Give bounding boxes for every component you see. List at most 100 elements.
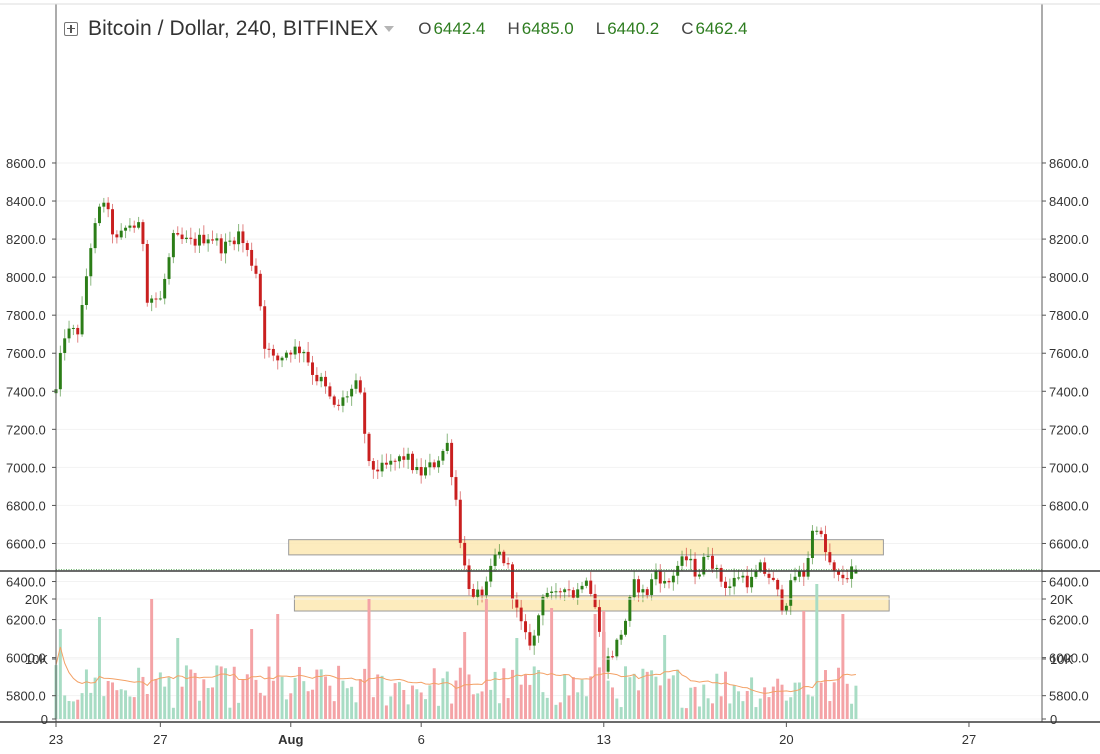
- candle-up[interactable]: [550, 586, 554, 600]
- volume-bar-down[interactable]: [402, 689, 406, 719]
- volume-bar-down[interactable]: [484, 599, 488, 719]
- volume-bar-up[interactable]: [437, 705, 441, 719]
- candle-up[interactable]: [584, 577, 588, 589]
- candle-down[interactable]: [154, 292, 158, 308]
- volume-bar-up[interactable]: [793, 682, 797, 719]
- volume-bar-up[interactable]: [163, 686, 167, 719]
- candle-down[interactable]: [637, 575, 641, 602]
- candle-up[interactable]: [284, 350, 288, 361]
- volume-bar-up[interactable]: [167, 677, 171, 719]
- volume-bar-down[interactable]: [145, 693, 149, 719]
- candle-up[interactable]: [415, 458, 419, 474]
- candle-up[interactable]: [163, 273, 167, 305]
- volume-bar-up[interactable]: [654, 676, 658, 719]
- candle-down[interactable]: [471, 583, 475, 599]
- candle-up[interactable]: [732, 568, 736, 595]
- candle-up[interactable]: [784, 603, 788, 615]
- volume-bar-down[interactable]: [645, 671, 649, 719]
- volume-bar-up[interactable]: [650, 670, 654, 719]
- candle-up[interactable]: [484, 576, 488, 601]
- volume-bar-up[interactable]: [228, 707, 232, 719]
- candle-down[interactable]: [384, 453, 388, 469]
- volume-bar-up[interactable]: [397, 682, 401, 719]
- volume-bar-down[interactable]: [328, 685, 332, 719]
- volume-bar-up[interactable]: [515, 638, 519, 719]
- volume-bar-up[interactable]: [580, 679, 584, 719]
- candle-down[interactable]: [524, 614, 528, 640]
- volume-bar-down[interactable]: [845, 683, 849, 719]
- candle-down[interactable]: [776, 578, 780, 597]
- price-axis-right[interactable]: 8600.0 8400.0 8200.0 8000.0 7800.0 7600.0 7400…: [1042, 156, 1089, 704]
- candle-down[interactable]: [297, 341, 301, 363]
- candle-down[interactable]: [450, 439, 454, 486]
- volume-bar-up[interactable]: [737, 691, 741, 719]
- candle-down[interactable]: [371, 458, 375, 479]
- candle-down[interactable]: [645, 586, 649, 600]
- candle-down[interactable]: [263, 300, 267, 359]
- volume-bar-down[interactable]: [763, 687, 767, 719]
- candle-down[interactable]: [241, 224, 245, 253]
- candle-down[interactable]: [480, 586, 484, 603]
- candle-up[interactable]: [293, 339, 297, 360]
- volume-bar-down[interactable]: [776, 678, 780, 719]
- volume-bar-down[interactable]: [528, 684, 532, 719]
- volume-bar-up[interactable]: [689, 687, 693, 719]
- volume-bar-down[interactable]: [76, 699, 80, 719]
- candle-up[interactable]: [215, 233, 219, 246]
- volume-bar-down[interactable]: [824, 670, 827, 719]
- candle-up[interactable]: [389, 454, 393, 472]
- candle-down[interactable]: [306, 341, 310, 366]
- price-axis-left[interactable]: 8600.0 8400.0 8200.0 8000.0 7800.0 7600.0 7400…: [6, 156, 56, 704]
- volume-bar-up[interactable]: [354, 702, 358, 719]
- candle-up[interactable]: [406, 447, 410, 469]
- candle-down[interactable]: [693, 552, 697, 585]
- volume-bar-down[interactable]: [524, 674, 528, 719]
- volume-bar-down[interactable]: [232, 666, 236, 719]
- candle-down[interactable]: [802, 562, 806, 586]
- candle-down[interactable]: [328, 382, 332, 400]
- volume-bar-down[interactable]: [241, 679, 245, 719]
- volume-bar-up[interactable]: [815, 584, 819, 719]
- candle-up[interactable]: [576, 582, 580, 605]
- candle-down[interactable]: [145, 239, 149, 307]
- candle-up[interactable]: [810, 525, 814, 565]
- volume-bar-up[interactable]: [341, 680, 345, 719]
- volume-bar-up[interactable]: [93, 677, 97, 719]
- volume-bar-down[interactable]: [384, 705, 388, 719]
- volume-bar-down[interactable]: [684, 708, 688, 719]
- volume-bar-down[interactable]: [589, 676, 593, 719]
- candle-down[interactable]: [593, 584, 597, 610]
- volume-bar-down[interactable]: [511, 669, 514, 719]
- volume-bar-down[interactable]: [658, 685, 662, 719]
- volume-bar-up[interactable]: [606, 680, 610, 719]
- volume-bar-down[interactable]: [567, 695, 571, 719]
- candle-down[interactable]: [610, 650, 614, 660]
- time-axis[interactable]: 23 27 Aug 6 13 20 27: [49, 722, 976, 747]
- volume-bar-down[interactable]: [358, 679, 362, 719]
- candle-up[interactable]: [119, 223, 123, 240]
- candle-down[interactable]: [358, 376, 362, 395]
- volume-bar-down[interactable]: [593, 614, 597, 719]
- candle-up[interactable]: [224, 233, 228, 264]
- volume-bar-up[interactable]: [302, 681, 306, 719]
- volume-bar-up[interactable]: [63, 695, 67, 719]
- candle-down[interactable]: [193, 232, 197, 253]
- volume-bar-down[interactable]: [271, 680, 275, 719]
- candle-down[interactable]: [832, 559, 836, 579]
- candle-up[interactable]: [445, 433, 449, 455]
- volume-bar-down[interactable]: [432, 668, 436, 719]
- candle-up[interactable]: [493, 548, 497, 572]
- candle-up[interactable]: [150, 295, 154, 312]
- candle-down[interactable]: [411, 451, 414, 474]
- symbol-title[interactable]: Bitcoin / Dollar, 240, BITFINEX: [88, 17, 379, 40]
- volume-bar-up[interactable]: [728, 703, 732, 719]
- volume-bar-down[interactable]: [597, 667, 601, 719]
- candle-up[interactable]: [280, 356, 284, 368]
- candle-up[interactable]: [63, 329, 67, 361]
- volume-bar-down[interactable]: [202, 679, 206, 719]
- volume-bar-up[interactable]: [754, 707, 758, 719]
- volume-bar-down[interactable]: [558, 702, 562, 719]
- candle-down[interactable]: [658, 564, 662, 593]
- volume-bar-down[interactable]: [832, 682, 836, 719]
- volume-bar-up[interactable]: [380, 675, 384, 719]
